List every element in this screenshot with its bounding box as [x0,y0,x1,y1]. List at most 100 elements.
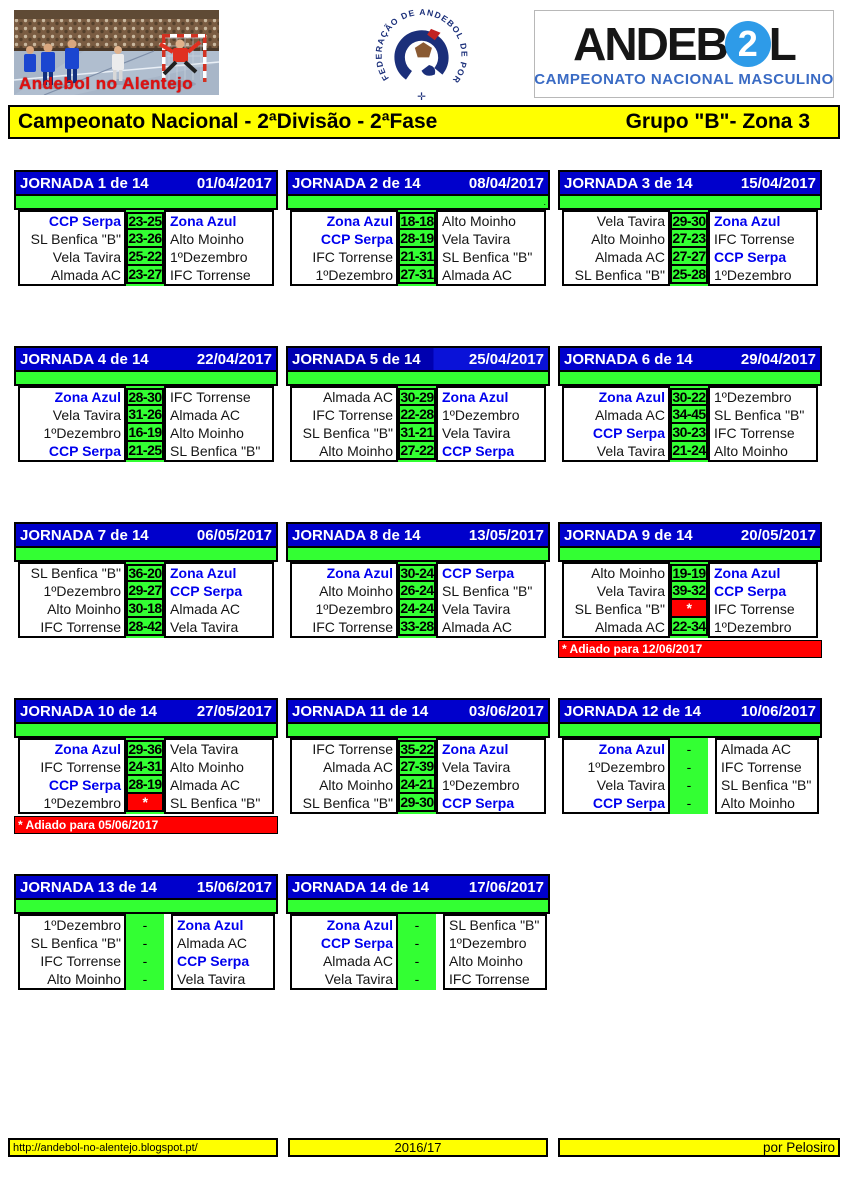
jornada-matches: SL Benfica "B" 1ºDezembro Alto Moinho IFC T… [14,562,278,638]
away-team: 1ºDezembro [442,407,520,423]
away-column: Zona Azul IFC Torrense CCP Serpa 1ºDezembro [708,210,818,286]
away-team: Almada AC [177,935,248,951]
jornada-table: JORNADA 1 de 14 01/04/2017 CCP Serpa SL B… [14,170,278,346]
away-team: IFC Torrense [170,389,251,405]
home-team: Alto Moinho [47,971,121,987]
jornada-matches: Zona Azul IFC Torrense CCP Serpa 1ºDezembro… [14,738,278,814]
jornada-header: JORNADA 10 de 14 27/05/2017 [14,698,278,724]
jornada-spacer-row [14,724,278,738]
jornada-date: 15/04/2017 [740,174,816,192]
away-team: Almada AC [170,407,241,423]
away-team: Alto Moinho [449,953,523,969]
jornada-matches: Zona Azul 1ºDezembro Vela Tavira CCP Serpa … [558,738,822,814]
jornada-date: 15/06/2017 [196,878,272,896]
home-team: SL Benfica "B" [30,565,121,581]
match-score: 24-24 [398,600,436,618]
home-team: Alto Moinho [591,565,665,581]
away-team: IFC Torrense [714,425,795,441]
away-team: CCP Serpa [442,443,515,459]
jornada-spacer-row [558,196,822,210]
home-team: IFC Torrense [312,741,393,757]
away-team: Zona Azul [442,389,509,405]
jornada-header: JORNADA 1 de 14 01/04/2017 [14,170,278,196]
match-score: 30-29 [398,388,436,406]
spacer-text: . [543,197,546,207]
home-team: 1ºDezembro [315,267,393,283]
match-score: * [670,600,708,618]
home-column: Zona Azul 1ºDezembro Vela Tavira CCP Serpa [562,738,670,814]
away-team: SL Benfica "B" [170,795,261,811]
away-team: 1ºDezembro [170,249,248,265]
jornada-table: JORNADA 3 de 14 15/04/2017 Vela Tavira Al… [558,170,822,346]
jornada-table: JORNADA 4 de 14 22/04/2017 Zona Azul Vela… [14,346,278,522]
away-team: Alto Moinho [714,443,788,459]
alentejo-photo: Andebol no Alentejo [14,10,219,95]
jornada-header: JORNADA 7 de 14 06/05/2017 [14,522,278,548]
jornada-matches: Zona Azul Almada AC CCP Serpa Vela Tavira 3… [558,386,822,462]
home-column: Zona Azul Vela Tavira 1ºDezembro CCP Serpa [18,386,126,462]
match-score: 27-22 [398,442,436,460]
home-team: Alto Moinho [319,583,393,599]
footer-season: 2016/17 [288,1138,548,1157]
away-team: SL Benfica "B" [442,249,533,265]
jornada-matches: Zona Azul CCP Serpa IFC Torrense 1ºDezembro… [286,210,550,286]
jornada-header: JORNADA 13 de 14 15/06/2017 [14,874,278,900]
match-score: - [686,741,692,757]
score-column: 30-22 34-45 30-23 21-24 [670,386,708,462]
score-column: 35-22 27-39 24-21 29-30 [398,738,436,814]
match-score: 23-25 [126,212,164,230]
match-score: 30-18 [126,600,164,618]
jornada-title: JORNADA 13 de 14 [20,878,157,896]
score-column: 29-30 27-23 27-27 25-28 [670,210,708,286]
match-score: * [126,794,164,812]
away-column: Zona Azul 1ºDezembro Vela Tavira CCP Serpa [436,386,546,462]
jornada-table: JORNADA 2 de 14 08/04/2017 . Zona Azul CC… [286,170,550,346]
match-score: 31-26 [126,406,164,424]
away-column: Zona Azul CCP Serpa Almada AC Vela Tavira [164,562,274,638]
home-team: Almada AC [322,389,393,405]
footer-url[interactable]: http://andebol-no-alentejo.blogspot.pt/ [8,1138,278,1157]
away-team: 1ºDezembro [714,619,792,635]
home-column: Zona Azul Alto Moinho 1ºDezembro IFC Torren… [290,562,398,638]
home-team: Zona Azul [326,213,393,229]
match-score: 29-30 [670,212,708,230]
score-column: 36-20 29-27 30-18 28-42 [126,562,164,638]
away-team: Alto Moinho [170,231,244,247]
away-team: Vela Tavira [442,601,511,617]
andebol2-logo: ANDEB 2 L CAMPEONATO NACIONAL MASCULINO [534,10,834,98]
home-team: 1ºDezembro [43,583,121,599]
match-score: 28-30 [126,388,164,406]
match-score: 33-28 [398,618,436,636]
home-team: Alto Moinho [319,777,393,793]
jornada-header: JORNADA 4 de 14 22/04/2017 [14,346,278,372]
home-team: CCP Serpa [320,231,393,247]
match-score: 22-28 [398,406,436,424]
home-team: Almada AC [594,407,665,423]
match-score: 31-21 [398,424,436,442]
match-score: 27-23 [670,230,708,248]
score-column: 18-18 28-19 21-31 27-31 [398,210,436,286]
jornada-table: JORNADA 5 de 14 25/04/2017 Almada AC IFC … [286,346,550,522]
jornada-date: 13/05/2017 [468,526,544,544]
jornada-header: JORNADA 5 de 14 25/04/2017 [286,346,550,372]
home-team: SL Benfica "B" [30,935,121,951]
away-team: 1ºDezembro [714,389,792,405]
match-score: 30-22 [670,388,708,406]
away-team: Almada AC [442,267,513,283]
away-team: IFC Torrense [449,971,530,987]
jornada-title: JORNADA 2 de 14 [292,174,421,192]
away-team: 1ºDezembro [714,267,792,283]
match-score: 21-24 [670,442,708,460]
score-column: 30-24 26-24 24-24 33-28 [398,562,436,638]
jornada-title: JORNADA 8 de 14 [292,526,421,544]
away-team: Vela Tavira [170,741,239,757]
match-score: - [414,971,420,987]
home-team: Zona Azul [326,565,393,581]
match-score: 27-39 [398,758,436,776]
away-column: Zona Azul Almada AC CCP Serpa Vela Tavira [171,914,275,990]
match-score: 29-30 [398,794,436,812]
jornada-table: JORNADA 9 de 14 20/05/2017 Alto Moinho Ve… [558,522,822,698]
home-column: Zona Azul IFC Torrense CCP Serpa 1ºDezembro [18,738,126,814]
jornada-date: 08/04/2017 [468,174,544,192]
